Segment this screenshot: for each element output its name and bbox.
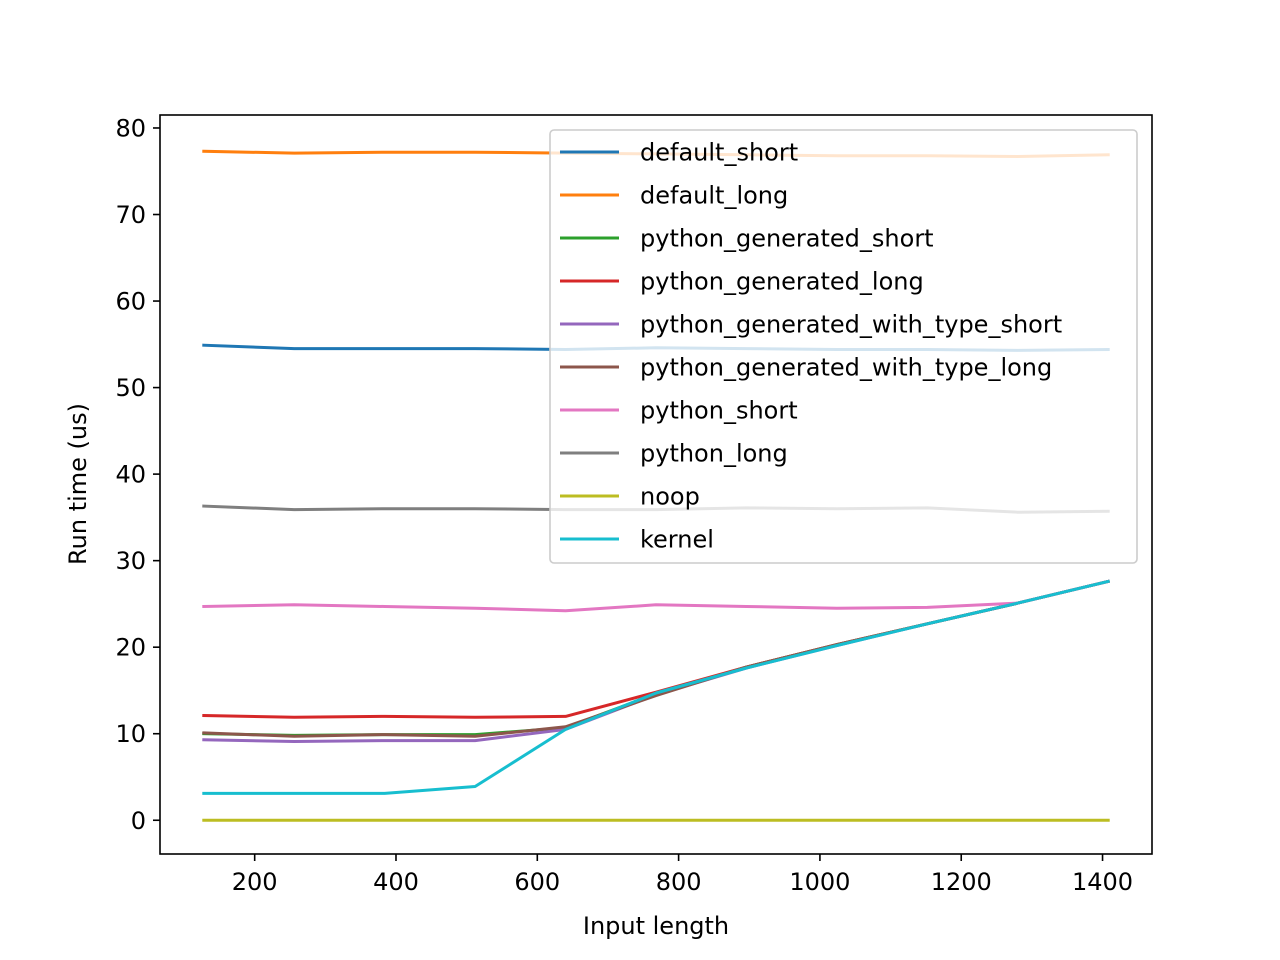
plot-frame — [159, 114, 1153, 855]
y-tick-label: 40 — [115, 461, 146, 489]
legend-label-python_long: python_long — [640, 440, 788, 468]
series-line-python_short — [202, 579, 1111, 613]
legend: default_short default_long python_generate… — [549, 129, 1138, 564]
legend-box — [549, 129, 1138, 564]
y-tick-label: 10 — [115, 720, 146, 748]
y-tick-label: 70 — [115, 201, 146, 229]
y-axis-label: Run time (us) — [64, 403, 92, 565]
y-tick-label: 50 — [115, 374, 146, 402]
legend-label-kernel: kernel — [640, 526, 714, 554]
x-tick-label: 1000 — [789, 868, 850, 896]
y-tick-label: 30 — [115, 547, 146, 575]
y-tick-label: 20 — [115, 634, 146, 662]
x-axis-label: Input length — [583, 912, 729, 940]
legend-label-python_generated_long: python_generated_long — [640, 268, 924, 296]
legend-label-python_generated_with_type_short: python_generated_with_type_short — [640, 311, 1062, 339]
legend-label-python_short: python_short — [640, 397, 798, 425]
x-tick-label: 1200 — [931, 868, 992, 896]
y-axis: 0 10 20 30 40 50 60 70 80 — [115, 114, 160, 835]
y-tick-label: 80 — [115, 114, 146, 142]
legend-label-default_short: default_short — [640, 139, 798, 167]
legend-label-default_long: default_long — [640, 182, 788, 210]
legend-label-python_generated_short: python_generated_short — [640, 225, 934, 253]
legend-label-python_generated_with_type_long: python_generated_with_type_long — [640, 354, 1052, 382]
x-tick-label: 200 — [232, 868, 278, 896]
y-tick-label: 60 — [115, 288, 146, 316]
x-tick-label: 800 — [656, 868, 702, 896]
legend-label-noop: noop — [640, 483, 700, 511]
x-tick-label: 1400 — [1072, 868, 1133, 896]
x-tick-label: 400 — [373, 868, 419, 896]
series-line-kernel — [202, 579, 1111, 795]
x-tick-label: 600 — [514, 868, 560, 896]
x-axis: 200 400 600 800 1000 1200 1400 — [232, 854, 1133, 896]
y-tick-label: 0 — [131, 807, 146, 835]
